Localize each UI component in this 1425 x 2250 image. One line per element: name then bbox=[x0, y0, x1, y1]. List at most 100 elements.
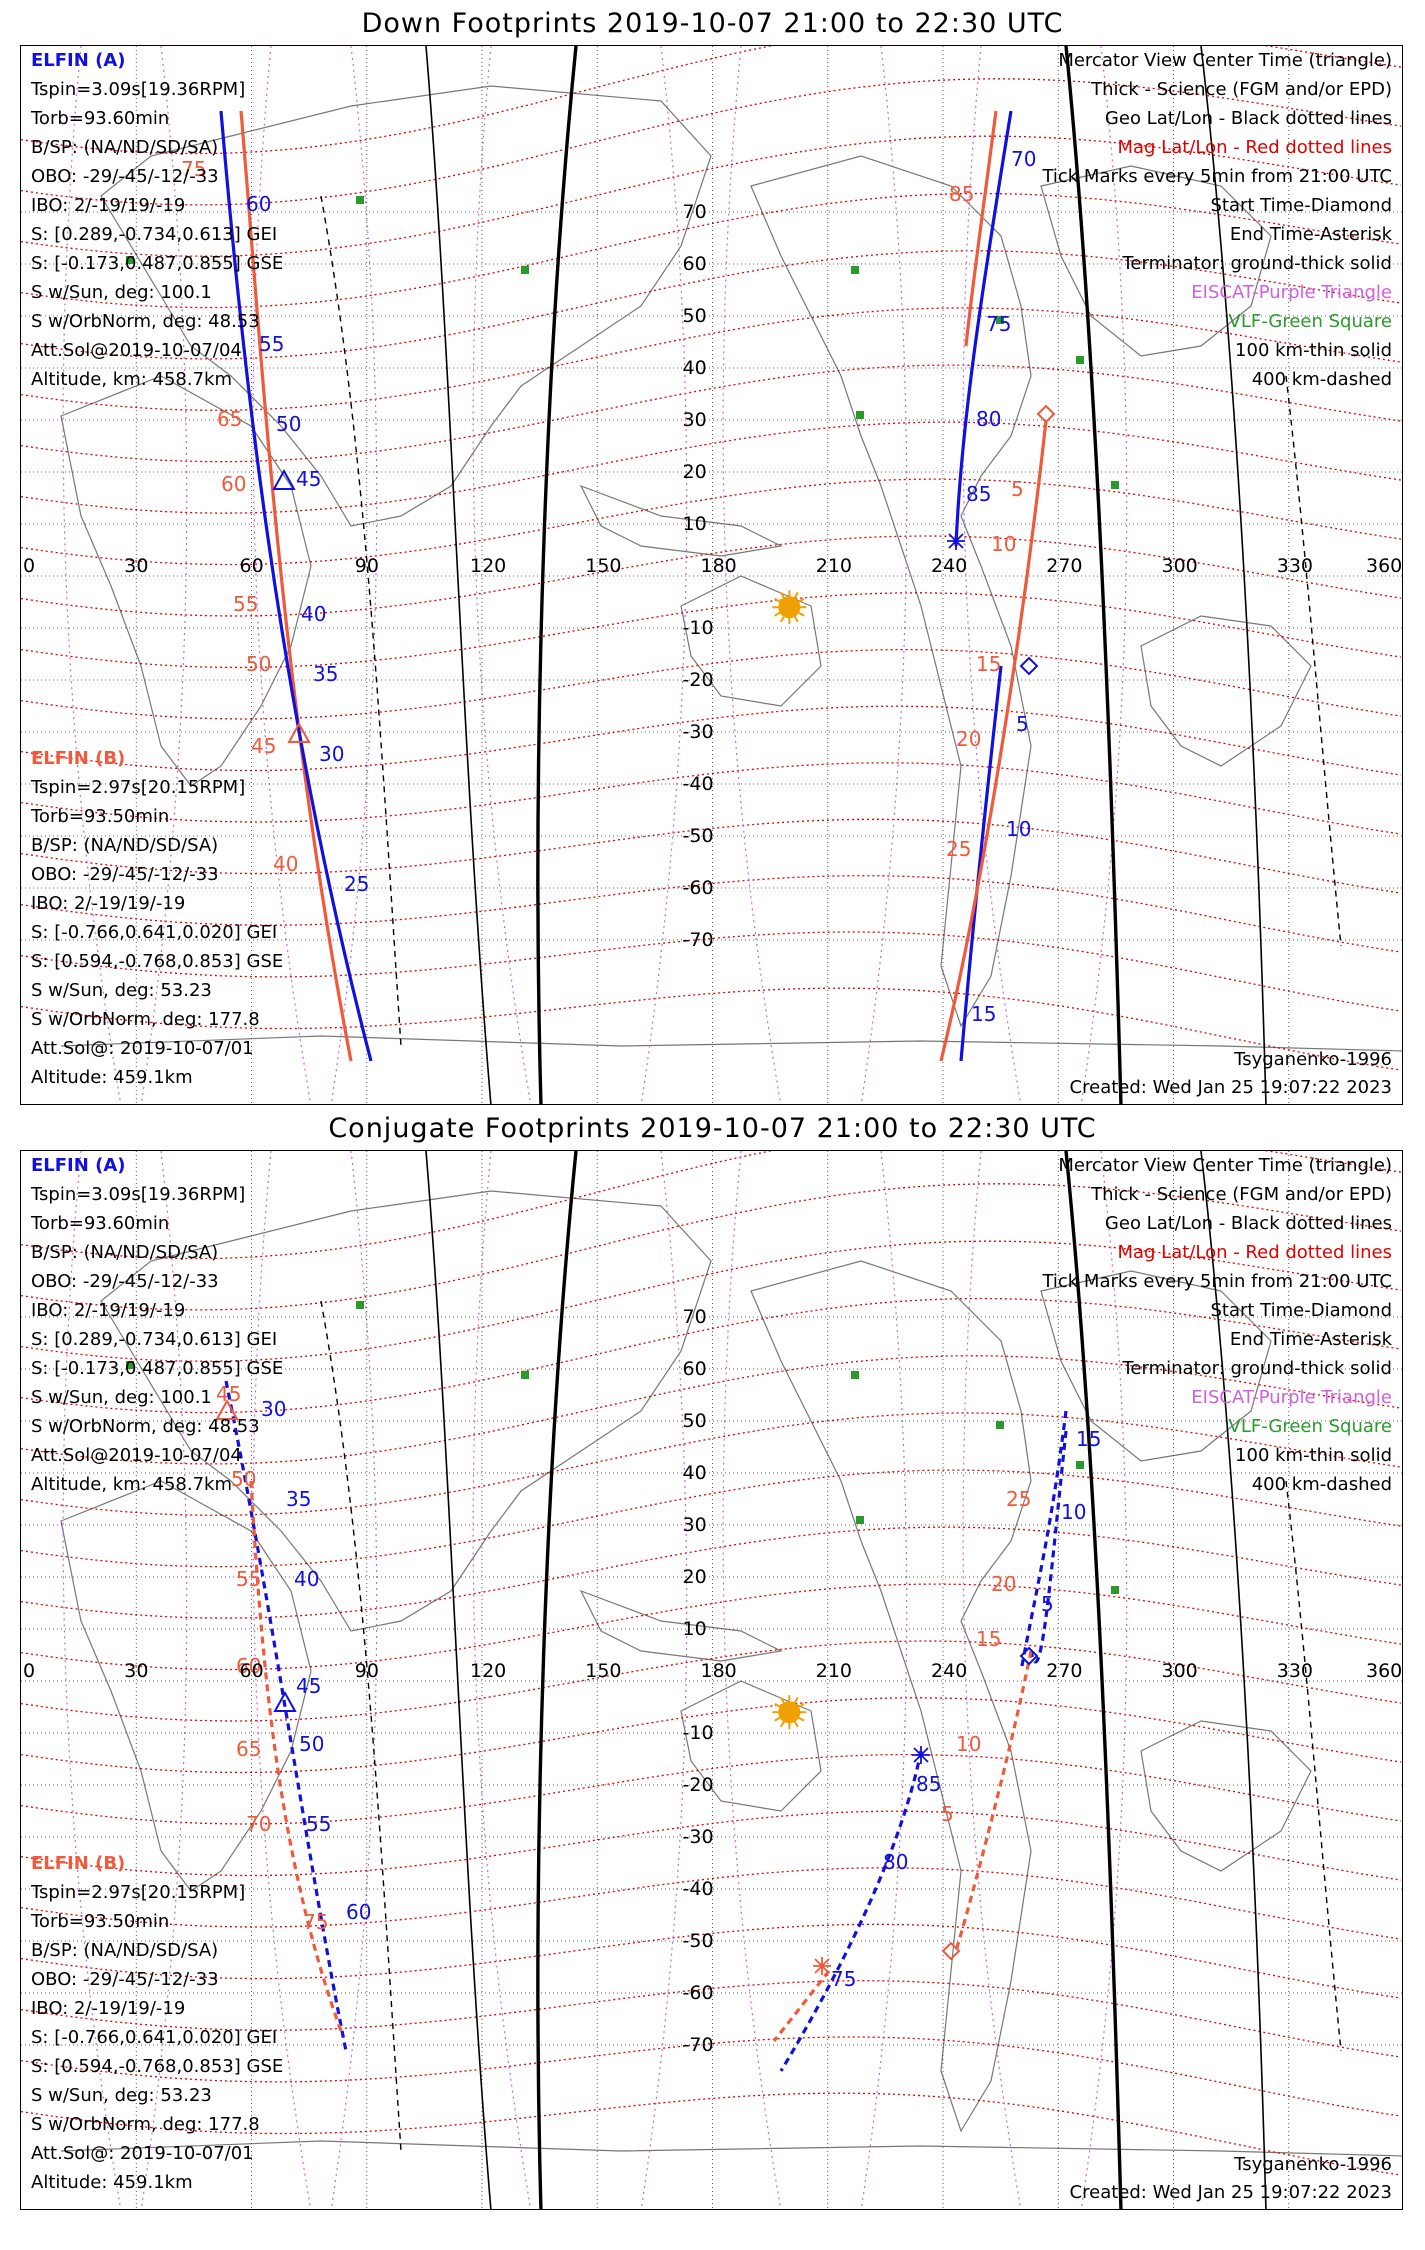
lat-tick-label: 10 bbox=[683, 513, 707, 535]
elfin-a-line: S w/OrbNorm, deg: 48.53 bbox=[31, 311, 260, 332]
mag-lat-line bbox=[21, 78, 1402, 206]
vlf-station-icon bbox=[521, 1371, 529, 1379]
lon-tick-label: 120 bbox=[470, 1660, 506, 1682]
lat-tick-label: 50 bbox=[683, 305, 707, 327]
created-label: Created: Wed Jan 25 19:07:22 2023 bbox=[1069, 1077, 1392, 1098]
elfin-b-line: Torb=93.50min bbox=[31, 1911, 170, 1932]
track-tick-label: 40 bbox=[294, 1567, 319, 1591]
vlf-station-icon bbox=[126, 256, 134, 264]
mag-lat-line bbox=[21, 364, 1402, 463]
track-tick-label: 15 bbox=[971, 1002, 996, 1026]
track-tick-label: 40 bbox=[301, 602, 326, 626]
track-tick-label: 50 bbox=[299, 1732, 324, 1756]
lat-tick-label: -30 bbox=[683, 1826, 714, 1848]
elfin-b-line: OBO: -29/-45/-12/-33 bbox=[31, 1969, 219, 1990]
vlf-station-icon bbox=[996, 316, 1004, 324]
panel1-map-canvas: 6055504540353025756560555045407075808551… bbox=[21, 46, 1402, 1104]
lat-tick-label: 70 bbox=[683, 1306, 707, 1328]
terminator-100km bbox=[425, 46, 492, 1104]
elfin-b-line: Tspin=2.97s[20.15RPM] bbox=[31, 777, 246, 798]
track-tick-label: 55 bbox=[233, 592, 258, 616]
legend-item: Mag Lat/Lon - Red dotted lines bbox=[1117, 1242, 1392, 1263]
geo-grid bbox=[21, 1151, 1402, 2209]
sun-icon bbox=[778, 596, 801, 619]
elfin-b-info: ELFIN (B) Tspin=2.97s[20.15RPM] Torb=93.… bbox=[31, 1849, 283, 2197]
elfin-b-center-triangle bbox=[287, 721, 311, 743]
mag-lat-line bbox=[21, 2092, 1402, 2176]
track-tick-label: 55 bbox=[236, 1567, 261, 1591]
elfin-a-line: Altitude, km: 458.7km bbox=[31, 369, 233, 390]
legend: Mercator View Center Time (triangle) Thi… bbox=[1042, 46, 1392, 394]
track-tick-label: 85 bbox=[949, 182, 974, 206]
elfin-b-end-asterisk bbox=[813, 1957, 831, 1975]
mag-lat-line bbox=[21, 1183, 1402, 1311]
vlf-station-icon bbox=[356, 196, 364, 204]
mag-lat-line bbox=[21, 987, 1402, 1071]
mag-lon-line bbox=[472, 1151, 532, 2209]
track-tick-label: 70 bbox=[246, 1812, 271, 1836]
elfin-b-line: Altitude: 459.1km bbox=[31, 2172, 193, 2193]
axis-ticks: 0 30 60 90 120 150 180 210 240 270 300 330 360 70 60 50… bbox=[23, 201, 1402, 951]
track-tick-label: 85 bbox=[916, 1772, 941, 1796]
sun-ray bbox=[779, 591, 786, 600]
sun-ray bbox=[793, 1696, 799, 1705]
coastlines bbox=[60, 1190, 1402, 2157]
sun-ray bbox=[774, 1716, 782, 1722]
lat-tick-label: 30 bbox=[683, 409, 707, 431]
mag-lon-line bbox=[640, 1151, 688, 2209]
track-tick-label: 15 bbox=[976, 1627, 1001, 1651]
mag-lat-line bbox=[21, 1355, 1402, 1465]
elfin-a-center-triangle bbox=[273, 1690, 297, 1712]
lon-tick-label: 300 bbox=[1162, 1660, 1198, 1682]
mag-lat-line bbox=[21, 1697, 1402, 1774]
sun-ray bbox=[774, 1702, 782, 1709]
track-tick-label: 40 bbox=[273, 852, 298, 876]
elfin-a-info: ELFIN (A) Tspin=3.09s[19.36RPM] Torb=93.… bbox=[31, 1151, 283, 1499]
lat-tick-label: 50 bbox=[683, 1410, 707, 1432]
elfin-a-track-east bbox=[1029, 1430, 1068, 1664]
elfin-b-line: S: [0.594,-0.768,0.853] GSE bbox=[31, 2056, 284, 2077]
track-tick-label: 70 bbox=[1011, 147, 1036, 171]
mag-lat-lon-lines bbox=[21, 46, 1402, 1104]
elfin-a-line: B/SP: (NA/ND/SD/SA) bbox=[31, 1242, 219, 1263]
elfin-a-line: S w/Sun, deg: 100.1 bbox=[31, 282, 212, 303]
tracks: 60 55 50 45 40 35 30 25 75 65 60 55 50 45 40 70 75 80 85 5 1… bbox=[126, 110, 1119, 1062]
elfin-a-line: Torb=93.60min bbox=[31, 1213, 170, 1234]
mag-lat-line bbox=[21, 421, 1402, 514]
mag-lon-line bbox=[62, 46, 122, 1104]
lat-tick-label: -40 bbox=[683, 773, 714, 795]
track-tick-label: 65 bbox=[236, 1737, 261, 1761]
elfin-b-line: B/SP: (NA/ND/SD/SA) bbox=[31, 1940, 219, 1961]
mag-lon-line bbox=[140, 1151, 188, 2209]
mag-lat-line bbox=[21, 931, 1402, 1012]
lon-tick-label: 210 bbox=[816, 555, 852, 577]
lat-tick-label: 10 bbox=[683, 1618, 707, 1640]
sun-ray bbox=[779, 1720, 786, 1728]
lon-tick-label: 150 bbox=[585, 555, 621, 577]
elfin-b-track-east-lower bbox=[772, 1970, 831, 2042]
mag-lon-line bbox=[252, 1151, 312, 2209]
elfin-a-line: IBO: 2/-19/19/-19 bbox=[31, 195, 186, 216]
mag-lat-line bbox=[21, 818, 1402, 894]
track-tick-label: 10 bbox=[1061, 1500, 1086, 1524]
elfin-a-line: B/SP: (NA/ND/SD/SA) bbox=[31, 137, 219, 158]
legend-item: Geo Lat/Lon - Black dotted lines bbox=[1104, 1213, 1392, 1234]
sun-ray bbox=[797, 1716, 805, 1722]
elfin-b-line: S w/Sun, deg: 53.23 bbox=[31, 980, 212, 1001]
coastlines bbox=[60, 85, 1402, 1052]
terminator-ground bbox=[536, 1151, 578, 2209]
lon-tick-label: 300 bbox=[1162, 555, 1198, 577]
track-tick-label: 50 bbox=[276, 412, 301, 436]
sun-icon bbox=[778, 1701, 801, 1724]
lat-tick-label: -30 bbox=[683, 721, 714, 743]
terminator-400km bbox=[1285, 1480, 1342, 2052]
elfin-a-track-west bbox=[219, 110, 373, 1062]
mag-lat-line bbox=[21, 762, 1402, 835]
elfin-b-info: ELFIN (B) Tspin=2.97s[20.15RPM] Torb=93.… bbox=[31, 744, 283, 1092]
track-tick-label: 60 bbox=[236, 1654, 261, 1678]
mag-lon-line bbox=[140, 46, 188, 1104]
elfin-a-line: Att.Sol@2019-10-07/04 bbox=[31, 1445, 242, 1466]
elfin-a-line: S: [0.289,-0.734,0.613] GEI bbox=[31, 224, 278, 245]
track-tick-label: 50 bbox=[231, 1467, 256, 1491]
mag-lon-line bbox=[252, 46, 312, 1104]
